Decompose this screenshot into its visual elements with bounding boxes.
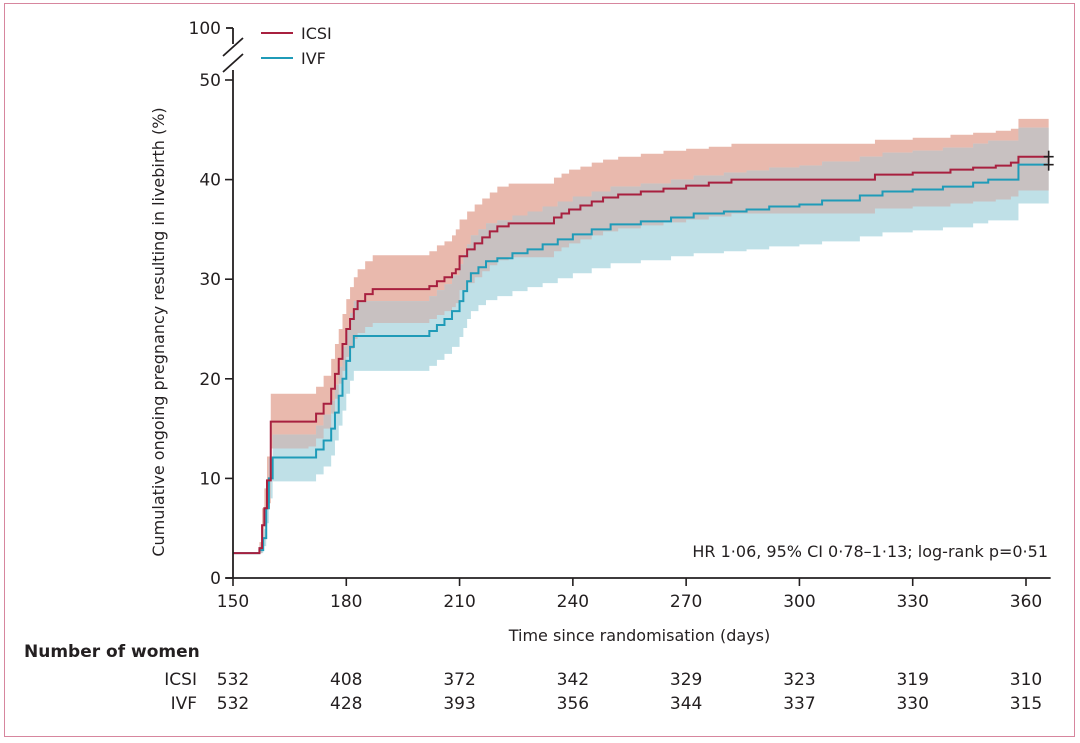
x-tick-label-330: 330 bbox=[896, 592, 928, 612]
x-ticks: 150 180 210 240 270 300 330 360 bbox=[217, 578, 1042, 612]
risk-count-ivf-360: 315 bbox=[1010, 694, 1042, 714]
x-tick-label-240: 240 bbox=[557, 592, 589, 612]
y-tick-label-10: 10 bbox=[199, 469, 221, 489]
x-tick-label-210: 210 bbox=[443, 592, 475, 612]
risk-row-label-icsi: ICSI bbox=[164, 670, 197, 690]
risk-table-title: Number of women bbox=[24, 642, 200, 662]
risk-count-ivf-210: 393 bbox=[443, 694, 475, 714]
legend-label-icsi: ICSI bbox=[301, 24, 332, 43]
legend-label-ivf: IVF bbox=[301, 49, 326, 68]
x-tick-label-180: 180 bbox=[330, 592, 362, 612]
x-tick-label-360: 360 bbox=[1010, 592, 1042, 612]
number-at-risk-table: Number of women ICSI 532 408 372 342 329 323 31… bbox=[24, 642, 1042, 714]
axes: 0 10 20 30 40 50 150 180 210 240 270 300 330 360 bbox=[199, 27, 1051, 612]
risk-count-ivf-330: 330 bbox=[896, 694, 928, 714]
y-tick-label-40: 40 bbox=[199, 171, 221, 191]
y-axis-title: Cumulative ongoing pregnancy resulting i… bbox=[149, 107, 168, 556]
confidence-bands bbox=[233, 118, 1049, 554]
y-ticks: 0 10 20 30 40 50 bbox=[199, 71, 233, 589]
y-break-slash-upper bbox=[222, 37, 244, 57]
risk-count-icsi-240: 342 bbox=[557, 670, 589, 690]
risk-count-icsi-330: 319 bbox=[896, 670, 928, 690]
risk-count-icsi-150: 532 bbox=[217, 670, 249, 690]
risk-count-ivf-150: 532 bbox=[217, 694, 249, 714]
curve-ivf bbox=[233, 163, 1049, 555]
y-break-tick-label: 100 bbox=[189, 19, 221, 39]
risk-count-icsi-180: 408 bbox=[330, 670, 362, 690]
y-tick-label-20: 20 bbox=[199, 370, 221, 390]
x-tick-label-300: 300 bbox=[783, 592, 815, 612]
y-tick-label-50: 50 bbox=[199, 71, 221, 91]
y-axis-break bbox=[222, 27, 244, 73]
survival-curves bbox=[233, 150, 1054, 555]
risk-count-icsi-300: 323 bbox=[783, 670, 815, 690]
risk-count-ivf-180: 428 bbox=[330, 694, 362, 714]
y-tick-label-0: 0 bbox=[210, 569, 221, 589]
legend: ICSI IVF bbox=[261, 24, 332, 68]
risk-count-icsi-360: 310 bbox=[1010, 670, 1042, 690]
x-tick-label-150: 150 bbox=[217, 592, 249, 612]
risk-count-ivf-300: 337 bbox=[783, 694, 815, 714]
hazard-ratio-annotation: HR 1·06, 95% CI 0·78–1·13; log-rank p=0·… bbox=[692, 542, 1048, 561]
y-break-slash-lower bbox=[222, 53, 244, 73]
y-break-gap bbox=[229, 44, 237, 66]
x-axis-title: Time since randomisation (days) bbox=[508, 626, 771, 645]
curve-icsi bbox=[233, 155, 1049, 555]
risk-count-icsi-270: 329 bbox=[670, 670, 702, 690]
ci-band-ivf bbox=[233, 127, 1049, 554]
x-tick-label-270: 270 bbox=[670, 592, 702, 612]
figure-frame bbox=[4, 3, 1075, 737]
y-tick-label-30: 30 bbox=[199, 270, 221, 290]
risk-count-ivf-270: 344 bbox=[670, 694, 702, 714]
risk-count-ivf-240: 356 bbox=[557, 694, 589, 714]
risk-table-rows: ICSI 532 408 372 342 329 323 319 310 IVF 532 428 393… bbox=[164, 670, 1042, 714]
risk-row-label-ivf: IVF bbox=[171, 694, 197, 714]
risk-count-icsi-210: 372 bbox=[443, 670, 475, 690]
